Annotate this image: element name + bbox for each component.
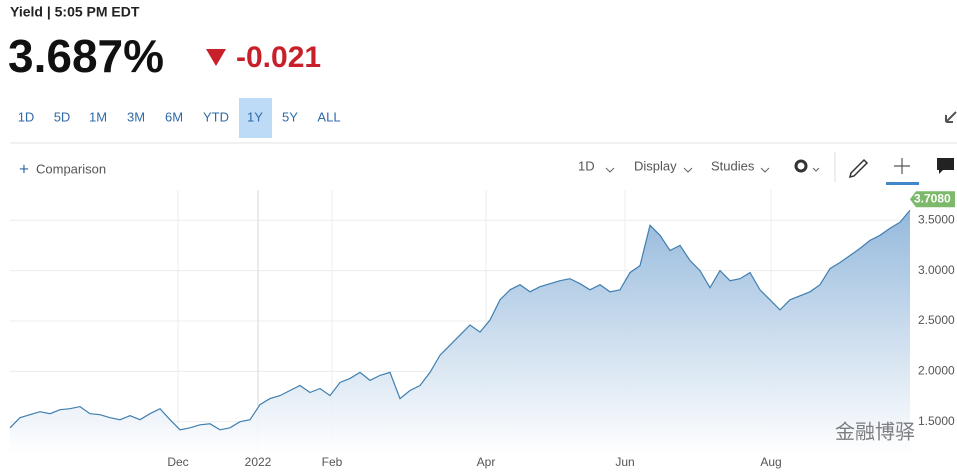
x-tick-label: Jun [615,455,634,469]
range-button[interactable]: 1M [89,109,107,124]
x-tick-label: 2022 [245,455,272,469]
range-button[interactable]: 1Y [247,109,263,124]
y-tick-label: 3.5000 [918,212,955,226]
x-tick-label: Dec [167,455,188,469]
y-tick-label: 2.5000 [918,313,955,327]
range-button[interactable]: 5D [54,109,71,124]
crosshair-icon[interactable] [894,158,910,174]
range-button[interactable]: YTD [203,109,229,124]
x-tick-label: Feb [322,455,343,469]
range-button[interactable]: 5Y [282,109,298,124]
collapse-icon[interactable] [945,111,957,123]
settings-icon[interactable] [794,159,808,173]
y-tick-label: 2.0000 [918,364,955,378]
change: -0.021 [236,41,321,74]
range-button[interactable]: 3M [127,109,145,124]
price: 3.687% [8,30,164,82]
header-title: Yield | 5:05 PM EDT [10,4,140,20]
dropdown-carets [605,167,820,173]
line [9,209,911,431]
range-button[interactable]: ALL [317,109,340,124]
x-tick-label: Apr [477,455,496,469]
crosshair-active [886,182,919,185]
watermark: 金融博驿 [835,420,915,443]
area [10,210,910,455]
active-range [239,98,272,138]
current-badge [910,191,955,208]
y-tick-label: 3.0000 [918,263,955,277]
plus-icon[interactable]: + [19,159,29,178]
comment-icon[interactable] [937,158,954,174]
current-label: 3.7080 [914,191,951,205]
range-button[interactable]: 6M [165,109,183,124]
studies-button[interactable]: Studies [711,158,755,173]
range-button[interactable]: 1D [18,109,35,124]
display-button[interactable]: Display [634,158,677,173]
y-tick-label: 1.5000 [918,414,955,428]
comparison-button[interactable]: Comparison [36,161,106,176]
down-arrow [206,49,226,66]
x-tick-label: Aug [760,455,781,469]
draw-icon[interactable] [848,158,869,179]
interval-button[interactable]: 1D [578,158,595,173]
